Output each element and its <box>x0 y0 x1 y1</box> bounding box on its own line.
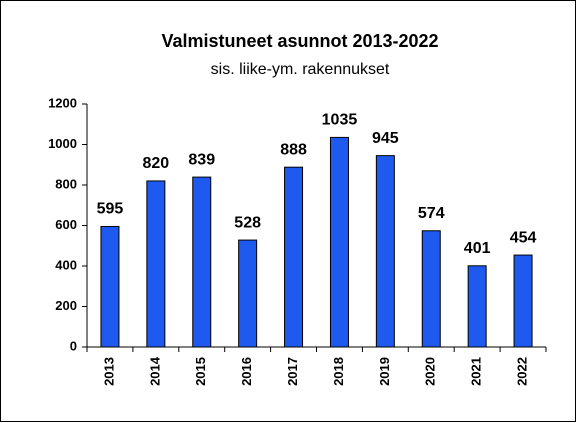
value-label: 401 <box>464 240 491 257</box>
value-label: 945 <box>372 130 399 147</box>
x-tick-label: 2019 <box>377 357 392 386</box>
value-label: 595 <box>97 201 124 218</box>
bar <box>375 155 395 348</box>
value-label: 528 <box>234 214 261 231</box>
chart-title: Valmistuneet asunnot 2013-2022 <box>161 31 438 51</box>
value-label: 574 <box>418 205 445 222</box>
bar <box>238 239 258 348</box>
y-tick-label: 1200 <box>48 95 77 110</box>
y-tick-label: 800 <box>55 176 77 191</box>
x-tick-label: 2017 <box>285 357 300 386</box>
value-label: 820 <box>142 155 169 172</box>
bar <box>284 166 304 348</box>
bar <box>100 226 120 348</box>
value-label: 454 <box>510 229 537 246</box>
bar <box>467 265 487 348</box>
x-tick-label: 2022 <box>514 357 529 386</box>
y-tick-label: 600 <box>55 217 77 232</box>
y-tick-label: 200 <box>55 298 77 313</box>
y-tick-label: 0 <box>70 338 77 353</box>
bar <box>513 254 533 348</box>
x-tick-label: 2021 <box>469 357 484 386</box>
y-tick-label: 1000 <box>48 136 77 151</box>
x-tick-label: 2014 <box>147 356 162 386</box>
value-label: 839 <box>188 151 215 168</box>
chart-subtitle: sis. liike-ym. rakennukset <box>211 61 390 78</box>
value-label: 1035 <box>322 112 358 129</box>
x-tick-label: 2020 <box>423 357 438 386</box>
y-tick-label: 400 <box>55 257 77 272</box>
bar <box>329 136 349 348</box>
x-tick-label: 2016 <box>239 357 254 386</box>
bar <box>146 180 166 348</box>
value-label: 888 <box>280 141 307 158</box>
bar <box>192 176 212 348</box>
x-tick-label: 2013 <box>101 357 116 386</box>
x-tick-label: 2015 <box>193 357 208 386</box>
bar <box>421 230 441 348</box>
x-tick-label: 2018 <box>331 357 346 386</box>
